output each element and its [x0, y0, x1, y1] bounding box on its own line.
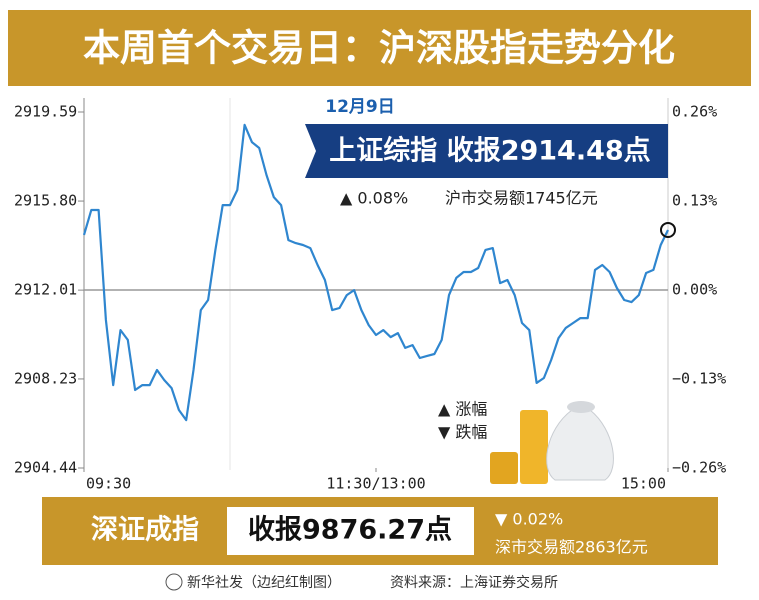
- y2-tick-label: 0.26%: [672, 103, 717, 121]
- close-marker: [660, 221, 676, 238]
- annotation: 上证综指 收报2914.48点: [329, 135, 650, 167]
- legend-down: ▼ 跌幅: [438, 423, 487, 442]
- title: 本周首个交易日：沪深股指走势分化: [83, 27, 675, 70]
- logo: [165, 573, 183, 591]
- shenzhen-turnover: 深市交易额2863亿元: [495, 538, 648, 557]
- y2-tick-label: 0.00%: [672, 281, 717, 299]
- shenzhen-change: ▼ 0.02%: [495, 510, 563, 529]
- plot: 2904.44 2908.23 2912.01 2915.80 2919.59 −0.26…: [14, 98, 726, 493]
- y2-tick-label: −0.13%: [672, 370, 726, 388]
- legend-up: ▲ 涨幅: [438, 400, 487, 419]
- y-tick-label: 2912.01: [14, 281, 77, 299]
- y-tick-label: 2904.44: [14, 459, 77, 477]
- change: ▲ 0.08%: [340, 189, 408, 208]
- credit: 新华社发（边纪红制图）: [187, 575, 341, 591]
- turnover: 沪市交易额1745亿元: [445, 189, 598, 208]
- y-tick-label: 2915.80: [14, 192, 77, 210]
- line: [82, 123, 669, 422]
- y2-tick-label: 0.13%: [672, 192, 717, 210]
- header-band: [8, 10, 751, 86]
- x-tick-label: 09:30: [86, 475, 131, 493]
- shenzhen-box: [227, 507, 474, 555]
- y2-tick-label: −0.26%: [672, 459, 726, 477]
- x-tick-label: 11:30/13:00: [326, 475, 425, 493]
- date: 12月9日: [325, 97, 395, 117]
- annotation-banner: [305, 124, 668, 178]
- y-tick-label: 2908.23: [14, 369, 77, 387]
- y-tick-label: 2919.59: [14, 103, 77, 121]
- source: 资料来源：上海证券交易所: [390, 574, 558, 591]
- money-illustration: [490, 401, 614, 484]
- shenzhen-name: 深证成指: [91, 515, 199, 546]
- shenzhen-close: 收报9876.27点: [248, 515, 452, 546]
- x-tick-label: 15:00: [621, 475, 666, 493]
